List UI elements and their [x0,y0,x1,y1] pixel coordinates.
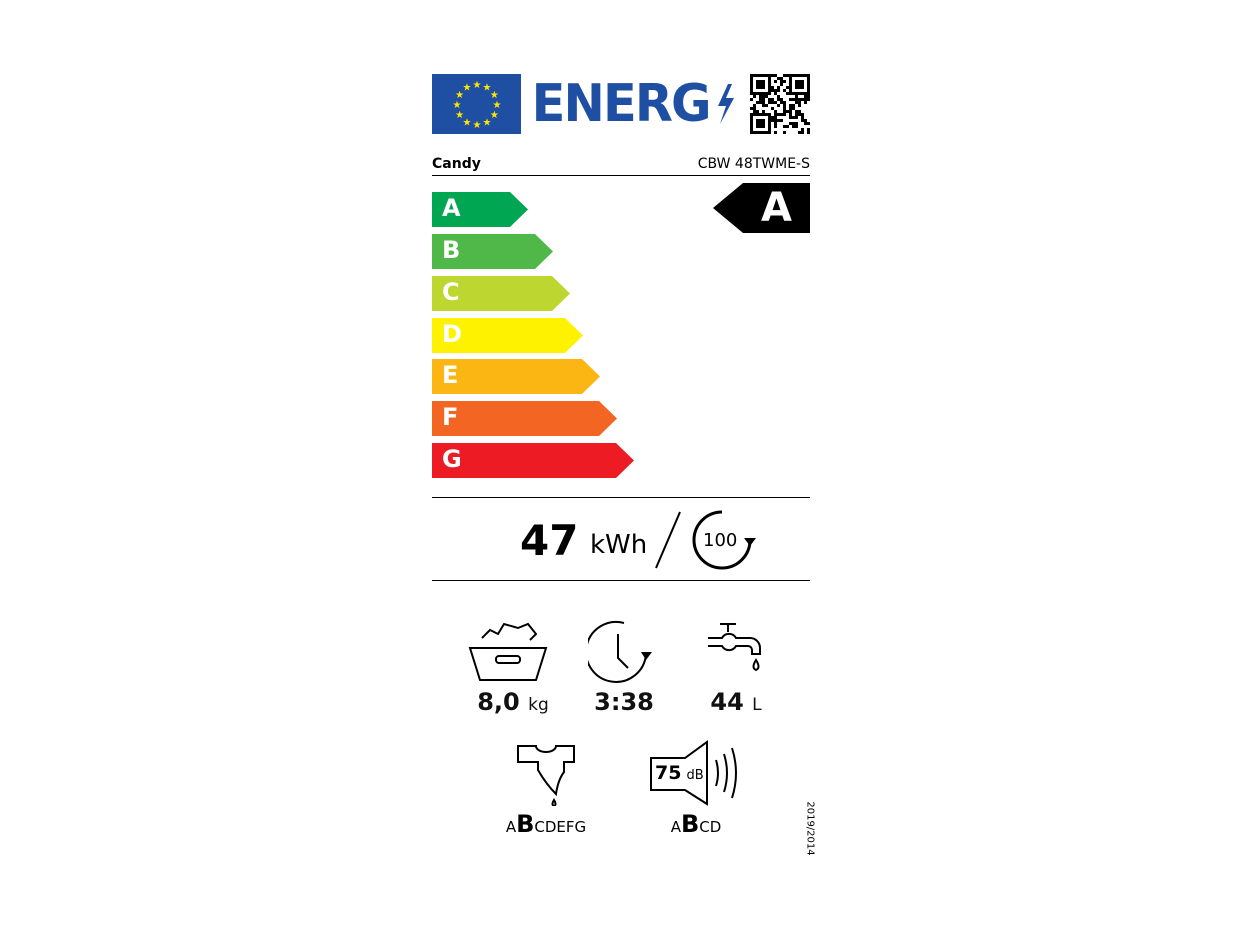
spin-class-scale: ABCDEFG [505,810,587,838]
energy-class-label: D [442,320,462,348]
energy-class-label: C [442,278,460,306]
energy-class-bar-D: D [432,318,583,353]
svg-text:★: ★ [490,110,499,121]
svg-text:★: ★ [455,110,464,121]
per-100-cycles-icon [655,510,756,570]
divider [432,497,810,498]
regulation-number: 2019/2014 [804,801,816,856]
energy-class-bar-A: A [432,192,528,227]
energy-class-label: E [442,361,459,389]
svg-text:★: ★ [453,100,462,111]
noise-value: 75 dB [655,762,704,784]
svg-text:★: ★ [473,120,482,131]
water-tap-icon [708,623,761,672]
energy-class-label: G [442,445,462,473]
energy-class-bar-B: B [432,234,553,269]
energy-class-bar-C: C [432,276,570,311]
energy-word: ENERG [531,74,712,134]
svg-text:★: ★ [483,83,492,94]
noise-class-scale: ABCD [670,810,722,838]
model-number: CBW 48TWME-S [697,156,810,172]
energy-class-bar-E: E [432,359,600,394]
divider [432,580,810,581]
svg-text:★: ★ [463,83,472,94]
energy-logo: ENERG [527,74,736,134]
duration-value: 3:38 [594,688,654,716]
eu-stars-icon: ★ ★★★★★★★★★★★ [453,80,502,131]
water-value: 44 L [710,688,762,716]
svg-text:★: ★ [455,90,464,101]
svg-text:★: ★ [490,90,499,101]
energy-class-bar-F: F [432,401,617,436]
capacity-value: 8,0 kg [477,688,549,716]
svg-text:★: ★ [493,100,502,111]
svg-text:★: ★ [463,117,472,128]
divider [432,175,810,176]
energy-unit: kWh [590,530,648,560]
laundry-basket-icon [468,622,548,681]
eu-flag: ★ ★ ★ ★ ★ ★ ★ ★ ★ ★ ★ ★ [432,74,521,134]
qr-code [750,74,810,134]
energy-value: 47 [520,516,579,565]
rating-arrow: A [713,183,810,233]
brand-name: Candy [432,156,481,172]
svg-text:★: ★ [483,117,492,128]
spin-drying-shirt-icon [517,745,575,806]
energy-class-bar-G: G [432,443,634,478]
energy-class-label: A [442,194,461,222]
svg-text:★: ★ [473,80,482,91]
lightning-icon [718,84,735,124]
rating-class: A [761,185,792,231]
energy-class-label: F [442,403,459,431]
cycles-count: 100 [703,530,738,551]
clock-icon [588,620,652,683]
noise-speaker-icon [650,740,737,806]
energy-class-label: B [442,236,461,264]
